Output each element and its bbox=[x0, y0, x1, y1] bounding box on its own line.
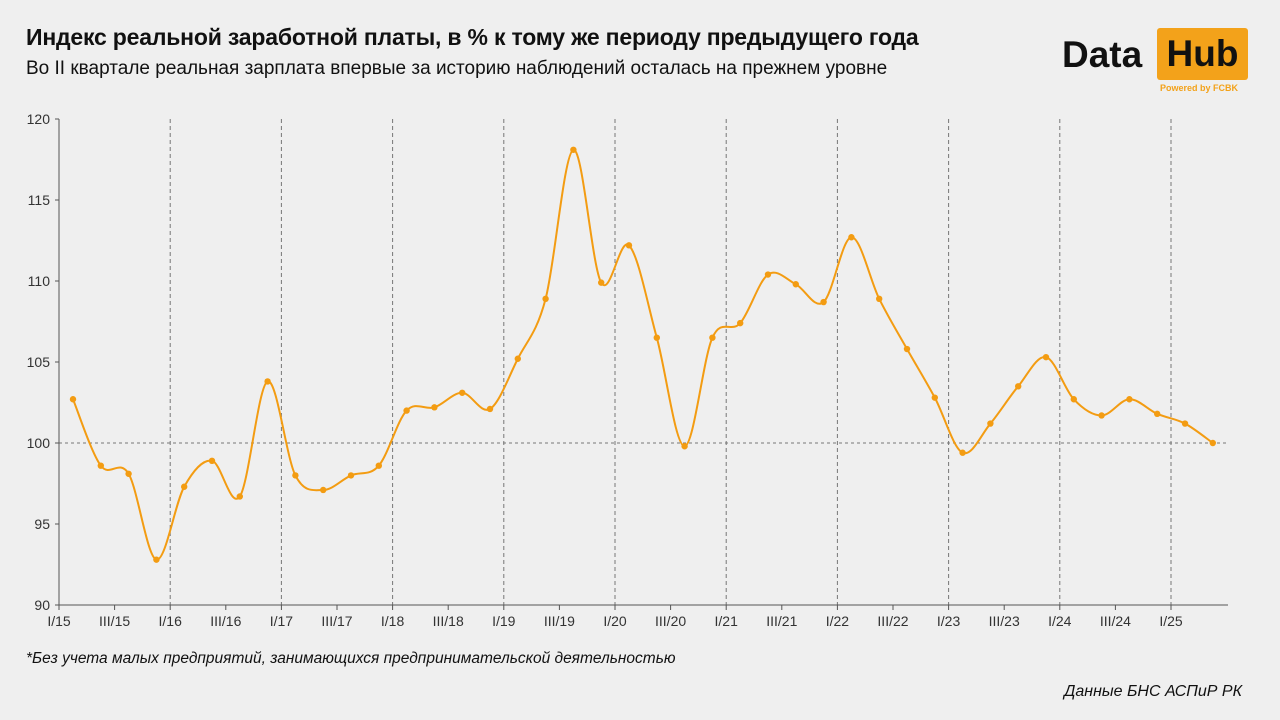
x-tick-label: III/18 bbox=[433, 613, 464, 629]
data-point bbox=[1070, 396, 1078, 403]
x-tick-label: I/15 bbox=[47, 613, 71, 629]
data-point bbox=[542, 295, 549, 303]
x-tick-label: I/22 bbox=[826, 613, 850, 629]
data-point bbox=[208, 457, 216, 465]
data-point bbox=[514, 355, 521, 362]
x-tick-label: I/23 bbox=[937, 613, 961, 629]
x-tick-label: I/24 bbox=[1048, 613, 1072, 629]
data-point bbox=[375, 462, 382, 469]
data-point bbox=[903, 345, 911, 353]
y-tick-label: 90 bbox=[34, 597, 50, 613]
x-tick-label: III/23 bbox=[989, 613, 1020, 629]
data-point bbox=[653, 334, 660, 341]
data-point bbox=[625, 242, 633, 249]
data-point bbox=[737, 319, 744, 327]
data-point bbox=[792, 281, 799, 288]
data-point bbox=[69, 396, 77, 403]
data-point bbox=[764, 271, 772, 278]
data-point bbox=[153, 556, 160, 563]
data-point bbox=[1042, 353, 1050, 361]
x-tick-label: I/16 bbox=[159, 613, 183, 629]
series-line bbox=[72, 148, 1214, 561]
x-tick-label: III/20 bbox=[655, 613, 686, 629]
x-tick-label: I/17 bbox=[270, 613, 294, 629]
data-point bbox=[97, 462, 105, 469]
data-point bbox=[403, 407, 410, 414]
data-points bbox=[69, 146, 1217, 563]
data-point bbox=[264, 378, 271, 385]
data-point bbox=[681, 443, 688, 450]
x-tick-label: III/19 bbox=[544, 613, 575, 629]
x-tick-label: III/15 bbox=[99, 613, 130, 629]
x-tick-label: III/17 bbox=[321, 613, 352, 629]
y-tick-label: 115 bbox=[28, 192, 51, 208]
data-point bbox=[320, 486, 327, 494]
data-point bbox=[1181, 420, 1189, 427]
data-point bbox=[125, 470, 132, 477]
y-tick-labels: 90 95 100 105 110 115 120 bbox=[27, 111, 51, 613]
data-point bbox=[236, 493, 243, 500]
x-tick-label: I/20 bbox=[603, 613, 627, 629]
data-point bbox=[1126, 396, 1133, 403]
chart-subtitle: Во II квартале реальная зарплата впервые… bbox=[26, 58, 888, 79]
data-point bbox=[1015, 383, 1022, 390]
x-tick-label: III/21 bbox=[766, 613, 797, 629]
data-point bbox=[292, 472, 299, 479]
y-tick-label: 95 bbox=[34, 516, 50, 532]
logo-word-data: Data bbox=[1062, 34, 1143, 75]
data-point bbox=[1154, 410, 1161, 418]
data-point bbox=[598, 279, 605, 286]
data-point bbox=[570, 146, 577, 153]
y-tick-label: 100 bbox=[27, 435, 51, 451]
x-tick-label: I/25 bbox=[1159, 613, 1183, 629]
data-point bbox=[347, 472, 355, 479]
y-tick-label: 110 bbox=[28, 273, 51, 289]
x-tick-label: I/19 bbox=[492, 613, 516, 629]
x-tick-label: III/22 bbox=[877, 613, 908, 629]
data-point bbox=[1098, 412, 1105, 419]
y-tick-label: 105 bbox=[27, 354, 51, 370]
chart-grid bbox=[59, 119, 1228, 605]
logo-word-hub: Hub bbox=[1157, 28, 1248, 80]
x-tick-label: III/16 bbox=[210, 613, 241, 629]
x-tick-label: I/21 bbox=[715, 613, 739, 629]
chart-axes bbox=[55, 118, 1228, 610]
data-point bbox=[820, 298, 827, 306]
data-point bbox=[709, 334, 716, 341]
x-tick-label: I/18 bbox=[381, 613, 405, 629]
data-point bbox=[848, 234, 855, 241]
y-tick-label: 120 bbox=[27, 111, 51, 127]
data-point bbox=[486, 405, 494, 413]
x-tick-labels: I/15 III/15 I/16 III/16 I/17 III/17 I/18 III/18… bbox=[47, 613, 1183, 629]
data-point bbox=[1209, 439, 1217, 447]
datahub-logo: Data Hub Powered by FCBK bbox=[1062, 26, 1252, 96]
data-point bbox=[181, 483, 188, 490]
logo-powered-by: Powered by FCBK bbox=[1160, 83, 1239, 93]
data-point bbox=[931, 394, 938, 401]
data-point bbox=[959, 449, 966, 456]
data-source: Данные БНС АСПиР РК bbox=[1064, 683, 1242, 700]
footnote: *Без учета малых предприятий, занимающих… bbox=[26, 650, 676, 667]
x-tick-label: III/24 bbox=[1100, 613, 1131, 629]
chart-title: Индекс реальной заработной платы, в % к … bbox=[26, 24, 919, 50]
data-point bbox=[876, 295, 883, 303]
data-point bbox=[987, 420, 994, 427]
data-point bbox=[459, 389, 466, 396]
data-point bbox=[431, 404, 438, 411]
